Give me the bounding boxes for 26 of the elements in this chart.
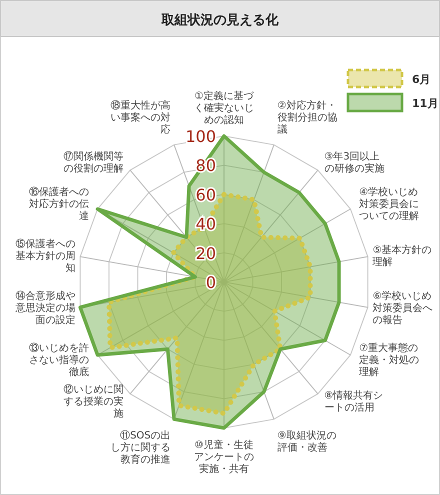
spoke-label: ①定義に基づく確実ないじめの認知 bbox=[194, 90, 254, 126]
y-tick-label: 20 bbox=[196, 244, 216, 263]
spoke-label: ⑰関係機関等の役割の理解 bbox=[64, 150, 124, 174]
y-tick-label: 40 bbox=[196, 214, 216, 234]
legend-label: 6月 bbox=[412, 73, 431, 86]
y-tick-label: 100 bbox=[185, 127, 216, 146]
spoke-label: ⑫いじめに関する授業の実施 bbox=[64, 384, 124, 420]
spoke-label: ⑮保護者への基本方針の周知 bbox=[15, 238, 76, 274]
chart-title: 取組状況の見える化 bbox=[160, 13, 280, 28]
spoke-label: ⑨取組状況の評価・改善 bbox=[277, 430, 336, 454]
spoke-label: ⑩児童・生徒アンケートの実施・共有 bbox=[194, 439, 254, 475]
spoke-label: ⑬いじめを許さない指導の徹底 bbox=[28, 342, 89, 378]
spoke-label: ③年3回以上の研修の実施 bbox=[324, 150, 384, 174]
spoke-label: ⑱重大性が高い事案への対応 bbox=[110, 99, 171, 136]
spoke-label: ⑧情報共有シートの活用 bbox=[324, 390, 384, 414]
spoke-label: ⑥学校いじめ対策委員会への報告 bbox=[372, 290, 433, 326]
spoke-label: ⑤基本方針の理解 bbox=[372, 244, 432, 268]
y-tick-label: 0 bbox=[206, 273, 216, 292]
spoke-label: ④学校いじめ対策委員会についての理解 bbox=[359, 186, 420, 222]
spoke-label: ⑭合意形成や意思決定の場面の設定 bbox=[14, 290, 76, 326]
legend-label: 11月 bbox=[412, 97, 438, 110]
y-tick-label: 60 bbox=[196, 185, 216, 204]
spoke-label: ②対応方針・役割分担の協議 bbox=[277, 99, 338, 136]
spoke-label: ⑦重大事態の定義・対処の理解 bbox=[359, 342, 420, 378]
spoke-label: ⑪SOSの出し方に関する教育の推進 bbox=[110, 430, 171, 466]
spoke-label: ⑯保護者への対応方針の伝達 bbox=[28, 186, 89, 222]
